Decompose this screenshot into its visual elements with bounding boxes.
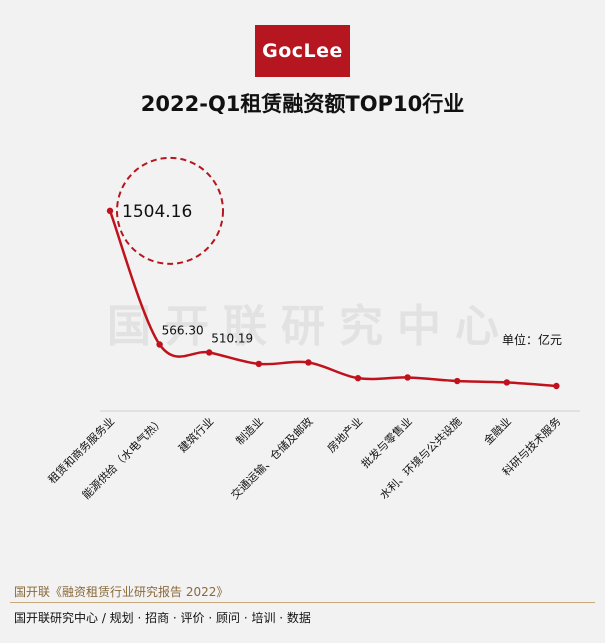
- x-tick-label: 制造业: [233, 414, 266, 447]
- data-label: 510.19: [211, 331, 253, 345]
- x-tick-label: 水利、环境与公共设施: [377, 414, 465, 502]
- source-note: 国开联《融资租赁行业研究报告 2022》: [14, 585, 229, 599]
- x-tick-label: 能源供给（水电气热）: [79, 414, 167, 502]
- highlight-circle: [116, 156, 224, 265]
- chart-title: 2022-Q1租赁融资额TOP10行业: [140, 92, 465, 116]
- data-point: [454, 377, 461, 385]
- data-point: [305, 359, 312, 366]
- x-tick-label: 交通运输、仓储及邮政: [228, 414, 316, 502]
- data-point: [503, 379, 510, 386]
- data-label: 1504.16: [122, 202, 192, 222]
- data-point: [553, 382, 560, 390]
- footer-divider: [10, 602, 595, 603]
- x-tick-label: 房地产业: [324, 414, 365, 455]
- data-point: [354, 374, 362, 382]
- unit-label: 单位：亿元: [502, 333, 563, 347]
- goclee-logo: GocLee: [255, 25, 350, 77]
- series-line: [108, 209, 558, 388]
- x-tick-label: 金融业: [481, 414, 514, 447]
- data-label: 566.30: [162, 323, 204, 337]
- data-point: [106, 207, 114, 215]
- watermark: 国开联研究中心: [107, 301, 513, 352]
- x-tick-label: 建筑行业: [175, 414, 216, 455]
- data-point: [156, 341, 163, 348]
- data-point: [255, 360, 262, 368]
- data-point: [206, 349, 213, 356]
- x-tick-label: 批发与零售业: [358, 414, 415, 471]
- data-point: [404, 374, 411, 381]
- org-services: 国开联研究中心 / 规划 · 招商 · 评价 · 顾问 · 培训 · 数据: [14, 611, 311, 625]
